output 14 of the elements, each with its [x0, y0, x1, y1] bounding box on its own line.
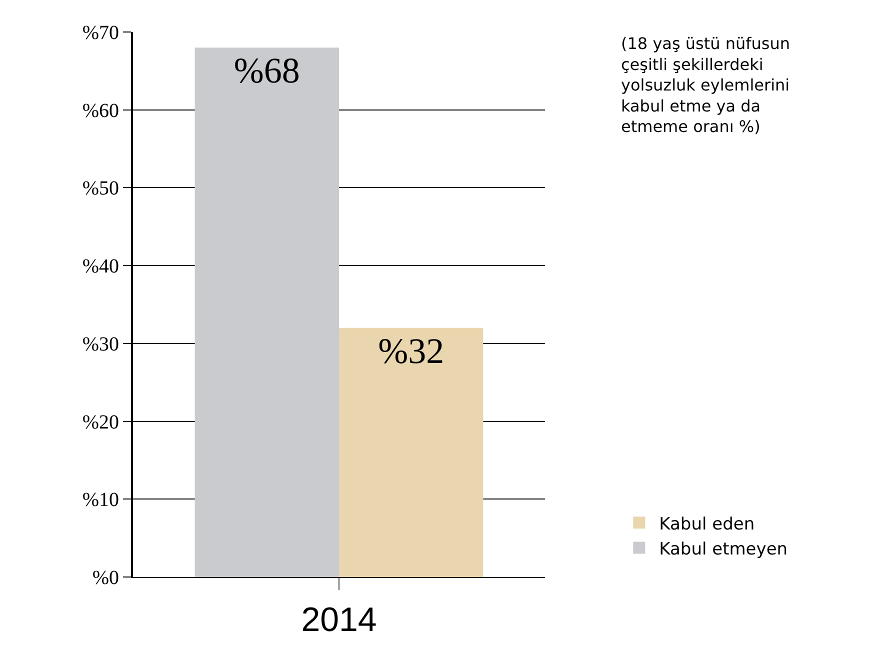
y-tick-label: %30 — [82, 333, 119, 356]
y-tick-label: %10 — [82, 489, 119, 512]
y-tick-label: %50 — [82, 178, 119, 200]
legend-label: Kabul etmeyen — [659, 539, 788, 560]
y-tick-label: %60 — [82, 100, 119, 122]
legend-label: Kabul eden — [659, 514, 755, 534]
y-tick-label: %40 — [82, 256, 119, 278]
text: (18 yaş üstü nüfusun çeşitli şekillerdeki yolsuzluk eylemlerini kabul etme ya da etmeme oranı %) — [621, 34, 790, 136]
y-tick-label: %70 — [82, 22, 119, 44]
x-tick-label: 2014 — [301, 600, 377, 639]
y-tick-label: %0 — [92, 567, 119, 589]
data-label: %68 — [234, 50, 300, 91]
y-tick-label: %20 — [82, 411, 119, 434]
data-label: %32 — [378, 330, 444, 371]
